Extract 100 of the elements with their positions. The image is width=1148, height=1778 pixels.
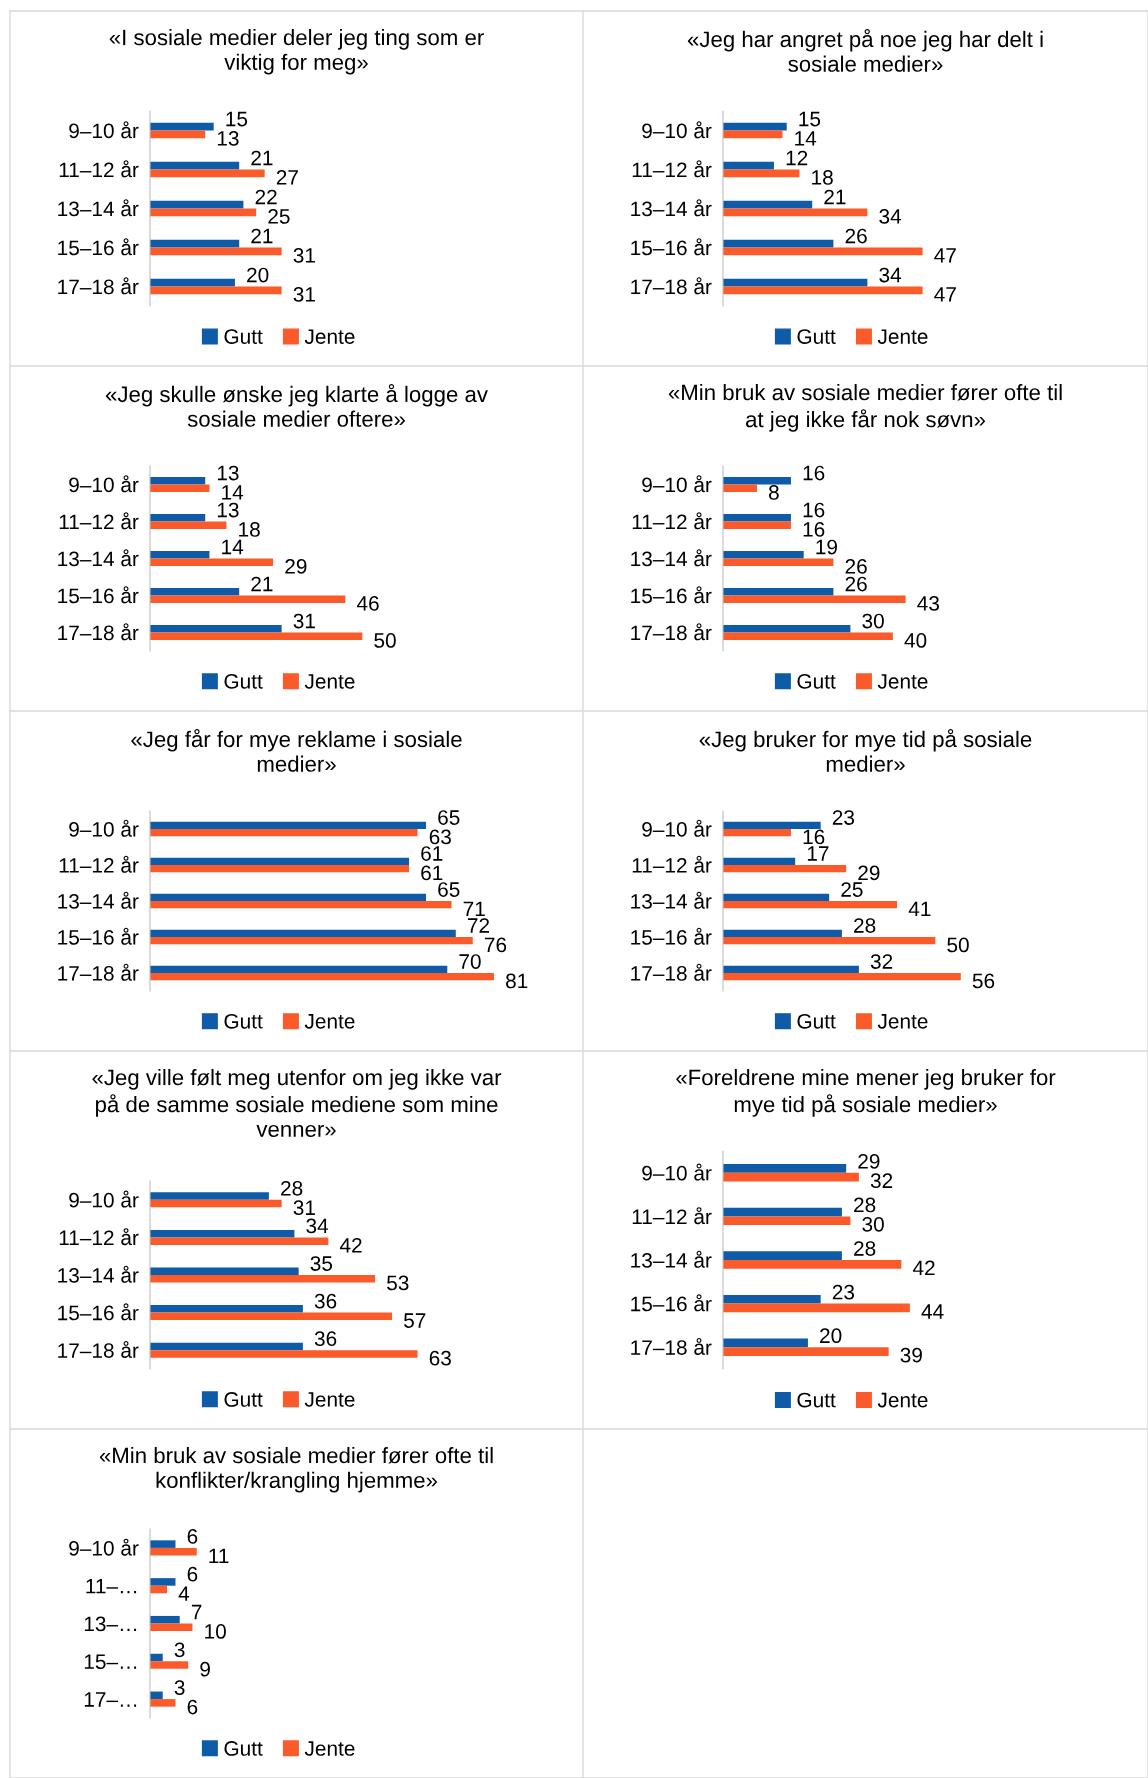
y-tick-label: 17–18 år xyxy=(58,1340,139,1358)
bar xyxy=(150,161,240,170)
bar xyxy=(150,937,473,945)
bar xyxy=(723,632,893,640)
bar xyxy=(150,973,494,981)
y-tick-label: 9–10 år xyxy=(642,1163,712,1181)
data-label: 43 xyxy=(917,596,939,611)
data-label: 25 xyxy=(841,882,863,897)
bar xyxy=(150,929,456,937)
data-label: 16 xyxy=(803,829,825,845)
data-label: 14 xyxy=(222,539,244,555)
bar xyxy=(150,1305,303,1313)
legend-label: Jente xyxy=(304,1741,355,1756)
bar xyxy=(723,477,791,485)
text: «Min bruk av sosiale medier fører ofte til konflikter/krangling hjemme» xyxy=(99,1447,493,1493)
legend-label: Jente xyxy=(877,1014,928,1029)
bar xyxy=(150,1615,180,1624)
data-label: 9 xyxy=(200,1661,210,1677)
bar xyxy=(723,901,898,909)
data-label: 16 xyxy=(803,465,825,481)
data-label: 36 xyxy=(314,1293,337,1309)
data-label: 40 xyxy=(904,633,927,648)
data-label: 27 xyxy=(276,170,298,185)
chart-title: «I sosiale medier deler jeg ting som er viktig for meg» xyxy=(109,29,484,75)
data-label: 34 xyxy=(879,267,902,283)
y-tick-label: 15–16 år xyxy=(58,1303,139,1321)
y-tick-label: 9–10 år xyxy=(642,819,712,837)
y-tick-label: 17–18 år xyxy=(58,623,139,641)
data-label: 28 xyxy=(854,918,876,933)
data-label: 8 xyxy=(768,485,779,500)
bar xyxy=(150,865,410,873)
data-label: 50 xyxy=(947,937,969,953)
bar xyxy=(723,551,804,559)
bar xyxy=(150,558,274,566)
bar xyxy=(723,1164,847,1173)
data-label: 70 xyxy=(459,954,481,969)
bar xyxy=(723,588,834,596)
legend-label: Jente xyxy=(304,1014,355,1029)
y-tick-label: 13–14 år xyxy=(58,891,139,909)
bar xyxy=(723,247,923,256)
legend-label: Gutt xyxy=(797,1013,836,1029)
y-tick-label: 9–10 år xyxy=(642,475,712,493)
data-label: 28 xyxy=(854,1241,876,1256)
y-tick-label: 9–10 år xyxy=(69,1538,139,1556)
data-label: 39 xyxy=(900,1347,922,1363)
bar xyxy=(723,484,757,492)
data-label: 63 xyxy=(429,829,451,845)
bar xyxy=(150,247,282,256)
y-tick-label: 15–16 år xyxy=(631,1294,712,1312)
data-label: 6 xyxy=(187,1699,198,1715)
bar xyxy=(723,1303,910,1313)
data-label: 19 xyxy=(816,539,837,555)
bar xyxy=(150,632,363,640)
legend-label: Jente xyxy=(304,674,355,689)
bar xyxy=(723,122,787,131)
data-label: 13 xyxy=(217,131,239,146)
y-tick-label: 15–16 år xyxy=(58,586,139,604)
data-label: 35 xyxy=(310,1256,333,1271)
bar xyxy=(723,1207,842,1217)
y-tick-label: 11–12 år xyxy=(632,855,712,873)
data-label: 34 xyxy=(306,1218,329,1234)
legend-label: Jente xyxy=(877,1392,928,1408)
data-label: 31 xyxy=(293,248,315,263)
data-label: 4 xyxy=(178,1586,190,1601)
bar xyxy=(150,521,227,529)
data-label: 32 xyxy=(870,1173,893,1189)
data-label: 25 xyxy=(268,209,290,224)
data-label: 11 xyxy=(209,1548,229,1563)
y-tick-label: 9–10 år xyxy=(69,1190,139,1208)
y-tick-label: 17–18 år xyxy=(58,963,139,981)
data-label: 18 xyxy=(239,522,260,537)
bar xyxy=(723,929,842,937)
data-label: 46 xyxy=(356,596,379,611)
bar xyxy=(723,829,791,837)
y-tick-label: 13–14 år xyxy=(631,199,712,217)
data-label: 61 xyxy=(421,865,443,881)
data-label: 44 xyxy=(921,1304,944,1319)
data-label: 26 xyxy=(845,228,867,244)
y-tick-label: 13–14 år xyxy=(631,1250,712,1268)
data-label: 17 xyxy=(807,846,829,861)
bar xyxy=(150,208,257,217)
bar xyxy=(150,1699,176,1707)
data-label: 18 xyxy=(812,170,833,185)
bar xyxy=(723,893,830,901)
y-tick-label: 17–… xyxy=(84,1692,137,1707)
data-label: 6 xyxy=(187,1529,198,1544)
data-label: 31 xyxy=(293,1200,315,1216)
data-label: 10 xyxy=(205,1624,226,1639)
bar xyxy=(723,1251,842,1260)
bar xyxy=(150,625,282,633)
data-label: 21 xyxy=(251,150,273,166)
data-label: 41 xyxy=(908,901,931,917)
legend-label: Gutt xyxy=(797,1392,836,1408)
bar xyxy=(723,865,847,873)
data-label: 3 xyxy=(174,1680,185,1695)
legend-label: Jente xyxy=(304,329,355,344)
data-label: 30 xyxy=(862,613,884,629)
bar xyxy=(150,1350,418,1358)
bar xyxy=(723,595,906,603)
legend-label: Gutt xyxy=(797,674,836,689)
